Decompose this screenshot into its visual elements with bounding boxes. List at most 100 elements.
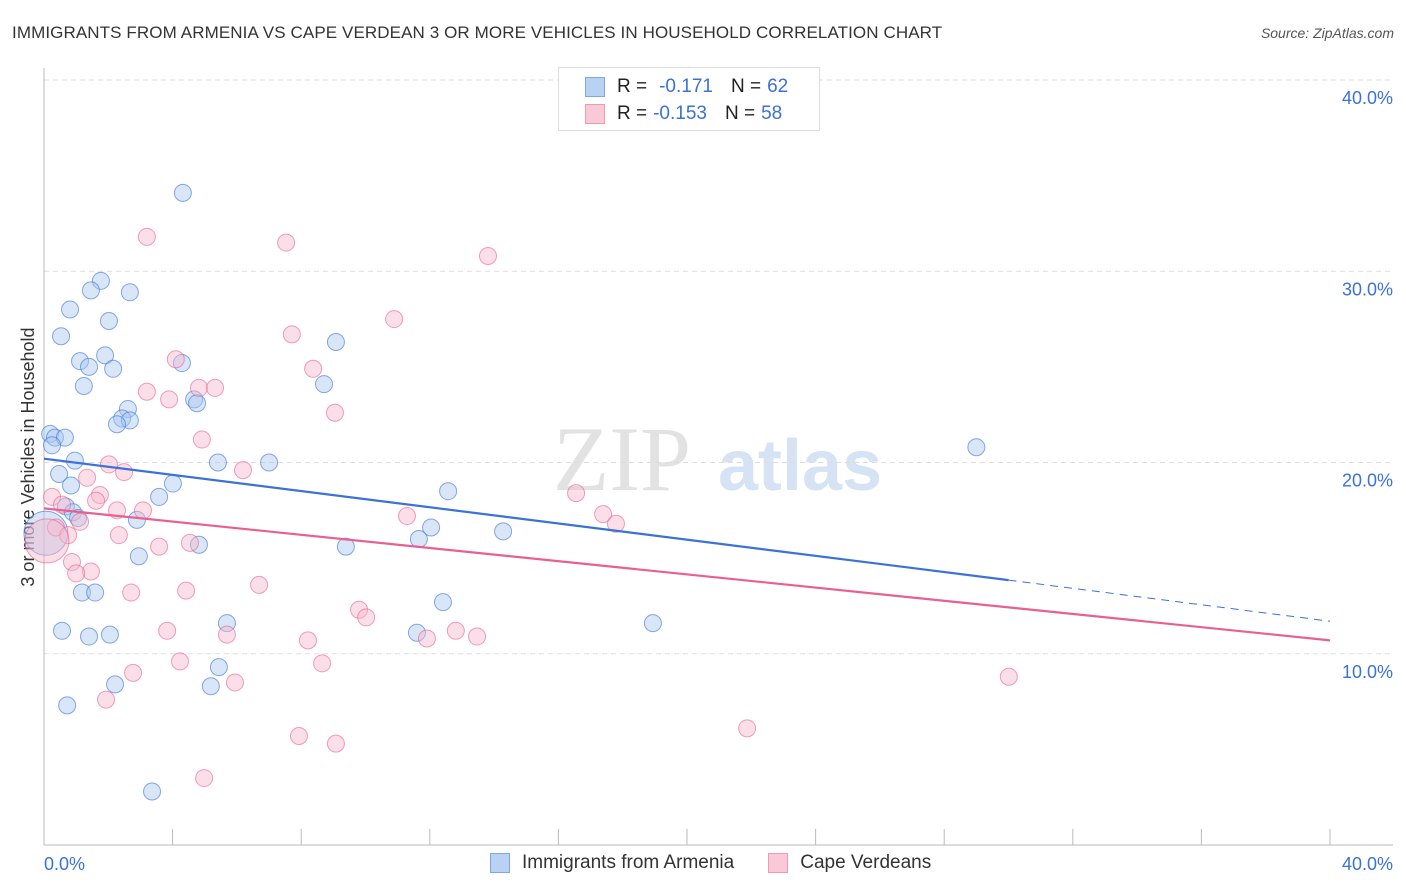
armenia-point [129,547,148,566]
cape-verdean-point [160,390,179,409]
y-tick-label: 40.0% [1342,88,1393,108]
r-label: R = [617,103,648,124]
armenia-point [81,281,100,300]
cape-verdean-point [325,403,344,422]
cape-verdean-point [97,690,116,709]
cape-verdean-point [166,350,185,369]
cape-verdean-point [206,378,225,397]
cape-verdean-point [99,455,118,474]
cape-verdean-point [234,461,253,480]
source-label: Source: ZipAtlas.com [1260,25,1394,41]
legend-item-armenia: Immigrants from Armenia [490,852,734,874]
armenia-point [188,394,207,413]
watermark-atlas: atlas [718,426,882,506]
armenia-point [58,696,77,715]
cape-verdean-point [115,463,134,482]
x-tick-label: 40.0% [1342,854,1393,874]
cape-verdean-point [298,631,317,650]
cape-verdean-point [478,246,497,265]
cape-verdean-point [606,514,625,533]
n-label: N = [724,103,756,124]
cape-verdean-point [567,484,586,503]
armenia-point [65,451,84,470]
cape-verdean-point [124,663,143,682]
armenia-point [189,535,208,554]
cape-verdean-point [326,734,345,753]
watermark-zip: ZIP [553,408,691,510]
cape-verdean-point [137,382,156,401]
armenia-point [118,399,137,418]
armenia-point [163,474,182,493]
cape-verdean-point [313,654,332,673]
cape-verdean-point [134,501,153,520]
armenia-point [409,530,428,548]
x-tick-label: 0.0% [44,854,85,874]
y-tick-label: 20.0% [1342,471,1393,491]
r-label: R = [617,76,648,97]
cape-verdean-point [43,487,62,506]
armenia-point [53,621,72,640]
legend-row-cape-verdean: R = -0.153 N = 58 [585,102,782,126]
pink-swatch-icon [768,853,789,873]
n-value: 58 [761,103,783,124]
cape-verdean-point [170,652,189,671]
cape-verdean-point [397,507,416,526]
armenia-point [62,476,81,495]
armenia-point [74,377,93,395]
y-tick-label: 10.0% [1342,662,1393,682]
cape-verdean-point [417,629,436,648]
cape-verdean-point [62,552,81,571]
series-legend: Immigrants from Armenia Cape Verdeans [490,852,965,874]
cape-verdean-point [177,581,196,600]
cape-verdean-point [217,625,236,644]
armenia-point [80,627,99,646]
n-label: N = [730,76,762,97]
armenia-point [201,677,220,696]
cape-verdean-point [277,233,296,252]
legend-label: Cape Verdeans [800,852,932,873]
cape-verdean-point [24,518,70,564]
armenia-trend-line [43,457,1009,582]
armenia-point [422,518,441,537]
armenia-point [96,346,115,365]
armenia-point [91,271,110,290]
r-value: -0.153 [653,103,707,124]
cape-verdean-point [137,227,156,246]
armenia-point [120,283,139,302]
cape-verdean-point [385,310,404,329]
armenia-point [433,593,452,612]
legend-item-cape-verdean: Cape Verdeans [768,852,931,874]
y-tick-label: 30.0% [1342,279,1393,299]
cape-verdean-point [738,719,757,738]
chart-title: IMMIGRANTS FROM ARMENIA VS CAPE VERDEAN … [12,23,943,42]
armenia-point [150,487,169,506]
cape-verdean-point [468,627,487,646]
cape-verdean-point [282,325,301,344]
armenia-point [71,352,90,371]
armenia-trend-extension [1008,579,1331,622]
armenia-point [80,357,99,376]
armenia-point [208,453,227,472]
cape-verdean-trend-line [43,507,1331,642]
armenia-point [439,482,458,501]
cape-verdean-point [289,726,308,745]
cape-verdean-point [999,667,1018,686]
cape-verdean-point [78,468,97,487]
r-value: -0.171 [659,76,713,97]
armenia-point [143,782,162,801]
armenia-point [113,409,132,428]
cape-verdean-point [122,583,141,602]
armenia-point [173,183,192,202]
armenia-point [99,311,118,330]
armenia-point [52,327,71,346]
cape-verdean-point [87,491,106,510]
armenia-point [50,464,69,483]
cape-verdean-point [192,430,211,449]
cape-verdean-point [150,537,169,556]
y-axis-label: 3 or more Vehicles in Household [18,327,38,586]
cape-verdean-point [195,769,214,788]
cape-verdean-point [594,505,613,524]
legend-row-armenia: R = -0.171 N = 62 [585,75,788,99]
armenia-point [106,675,125,694]
